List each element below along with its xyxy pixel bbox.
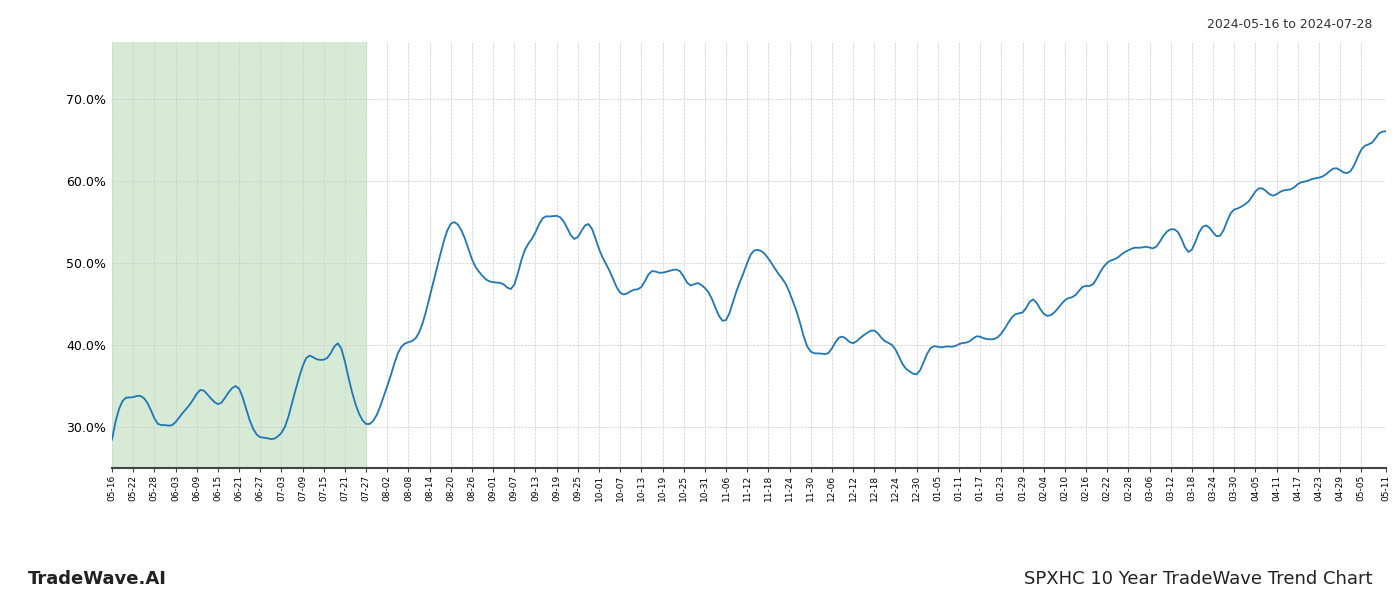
Bar — [112, 42, 365, 468]
Text: TradeWave.AI: TradeWave.AI — [28, 570, 167, 588]
Text: SPXHC 10 Year TradeWave Trend Chart: SPXHC 10 Year TradeWave Trend Chart — [1023, 570, 1372, 588]
Text: 2024-05-16 to 2024-07-28: 2024-05-16 to 2024-07-28 — [1207, 18, 1372, 31]
